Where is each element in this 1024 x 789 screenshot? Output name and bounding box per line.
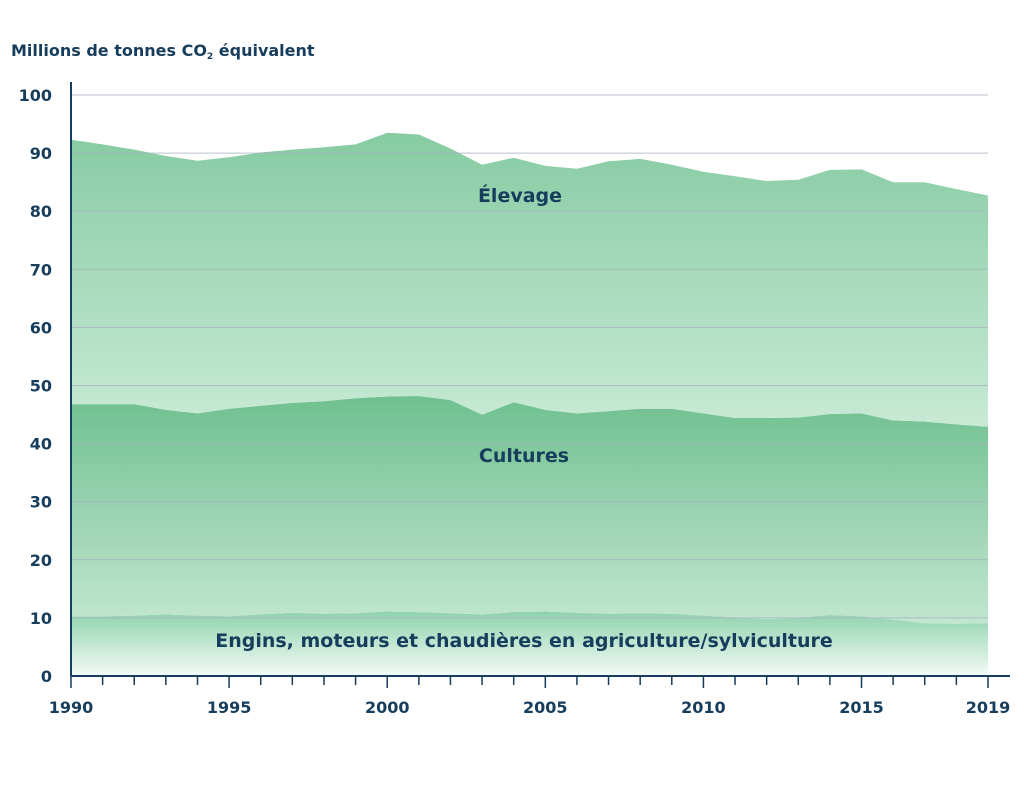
tick-labels: 0 10 20 30 40 50 60 70 80 90 100 1990 1995 2000 2005 20… [19, 86, 1011, 717]
y-tick-label-30: 30 [30, 493, 52, 512]
axes [70, 82, 1010, 688]
x-tick-label-2005: 2005 [523, 698, 568, 717]
label-cultures: Cultures [479, 445, 569, 467]
y-tick-label-50: 50 [30, 377, 52, 396]
y-tick-label-70: 70 [30, 260, 52, 279]
label-engins: Engins, moteurs et chaudières en agricul… [215, 630, 833, 652]
y-tick-label-90: 90 [30, 144, 52, 163]
y-axis-title-prefix: Millions de tonnes CO [11, 41, 207, 60]
x-tick-label-1995: 1995 [207, 698, 252, 717]
y-axis-title-suffix: équivalent [213, 41, 315, 60]
x-tick-label-2000: 2000 [365, 698, 410, 717]
area-elevage [71, 132, 988, 427]
series-labels: Élevage Cultures Engins, moteurs et chaudi… [215, 184, 833, 652]
y-axis-title-subscript: 2 [206, 52, 214, 62]
gridlines [71, 94, 988, 619]
y-tick-label-100: 100 [19, 86, 52, 105]
label-elevage: Élevage [478, 184, 562, 207]
y-axis-title: Millions de tonnes CO2 équivalent [11, 41, 315, 62]
x-tick-label-2015: 2015 [839, 698, 884, 717]
y-tick-label-20: 20 [30, 551, 52, 570]
x-tick-label-2019: 2019 [966, 698, 1011, 717]
y-tick-label-0: 0 [41, 667, 52, 686]
area-engins [71, 611, 988, 676]
area-layers [71, 132, 988, 676]
x-tick-label-1990: 1990 [49, 698, 94, 717]
x-tick-label-2010: 2010 [681, 698, 726, 717]
area-cultures [71, 396, 988, 624]
y-tick-label-80: 80 [30, 202, 52, 221]
y-tick-label-60: 60 [30, 318, 52, 337]
y-tick-label-10: 10 [30, 609, 52, 628]
y-tick-label-40: 40 [30, 435, 52, 454]
